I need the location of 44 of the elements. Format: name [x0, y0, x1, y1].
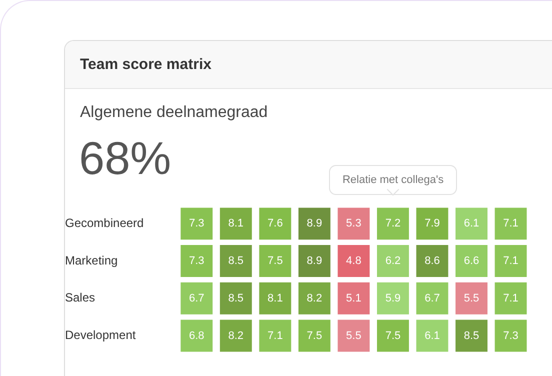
data-label: 8.5	[464, 330, 480, 342]
data-label: 7.5	[306, 330, 322, 342]
chart-subtitle: Algemene deelnamegraad	[80, 104, 268, 122]
data-label: 7.3	[503, 330, 518, 342]
data-label: 6.8	[188, 330, 204, 342]
data-label: 6.7	[424, 292, 440, 304]
data-label: 6.6	[464, 255, 480, 268]
data-label: 6.7	[188, 292, 204, 304]
data-label: 7.6	[268, 218, 283, 230]
y-tick-label: Gecombineerd	[65, 216, 144, 230]
data-label: 8.2	[228, 330, 244, 342]
data-label: 7.1	[503, 292, 518, 304]
data-label: 8.1	[228, 218, 244, 230]
text: Relatie met collega's	[329, 165, 457, 195]
data-label: 7.2	[385, 218, 401, 230]
data-label: 7.5	[385, 330, 401, 342]
data-label: 7.1	[503, 255, 518, 268]
chart-title: Team score matrix	[65, 41, 552, 89]
data-label: 8.1	[268, 292, 283, 304]
text: 68%	[79, 131, 172, 185]
data-label: 6.1	[424, 330, 440, 342]
data-label: 8.9	[306, 255, 322, 268]
data-label: 5.3	[346, 218, 362, 230]
data-label: 8.6	[424, 255, 440, 268]
data-label: 7.9	[424, 218, 440, 230]
data-label: 5.5	[346, 330, 362, 342]
y-tick-label: Sales	[65, 290, 96, 305]
data-label: 4.8	[346, 255, 362, 268]
data-label: 5.1	[346, 292, 362, 304]
data-label: 7.3	[188, 255, 204, 268]
data-label: 8.5	[228, 255, 244, 268]
data-label: 7.3	[188, 218, 204, 230]
data-label: 5.5	[464, 292, 480, 304]
y-tick-label: Development	[65, 328, 136, 342]
data-label: 7.5	[268, 255, 283, 268]
data-label: 7.1	[268, 330, 283, 342]
data-label: 8.5	[228, 292, 244, 304]
y-tick-label: Marketing	[65, 253, 118, 268]
data-label: 5.9	[385, 292, 401, 304]
data-label: 6.1	[464, 218, 480, 230]
data-label: 8.2	[306, 292, 322, 304]
data-label: 7.1	[503, 218, 518, 230]
data-label: 6.2	[385, 255, 401, 268]
data-label: 8.9	[306, 218, 322, 230]
